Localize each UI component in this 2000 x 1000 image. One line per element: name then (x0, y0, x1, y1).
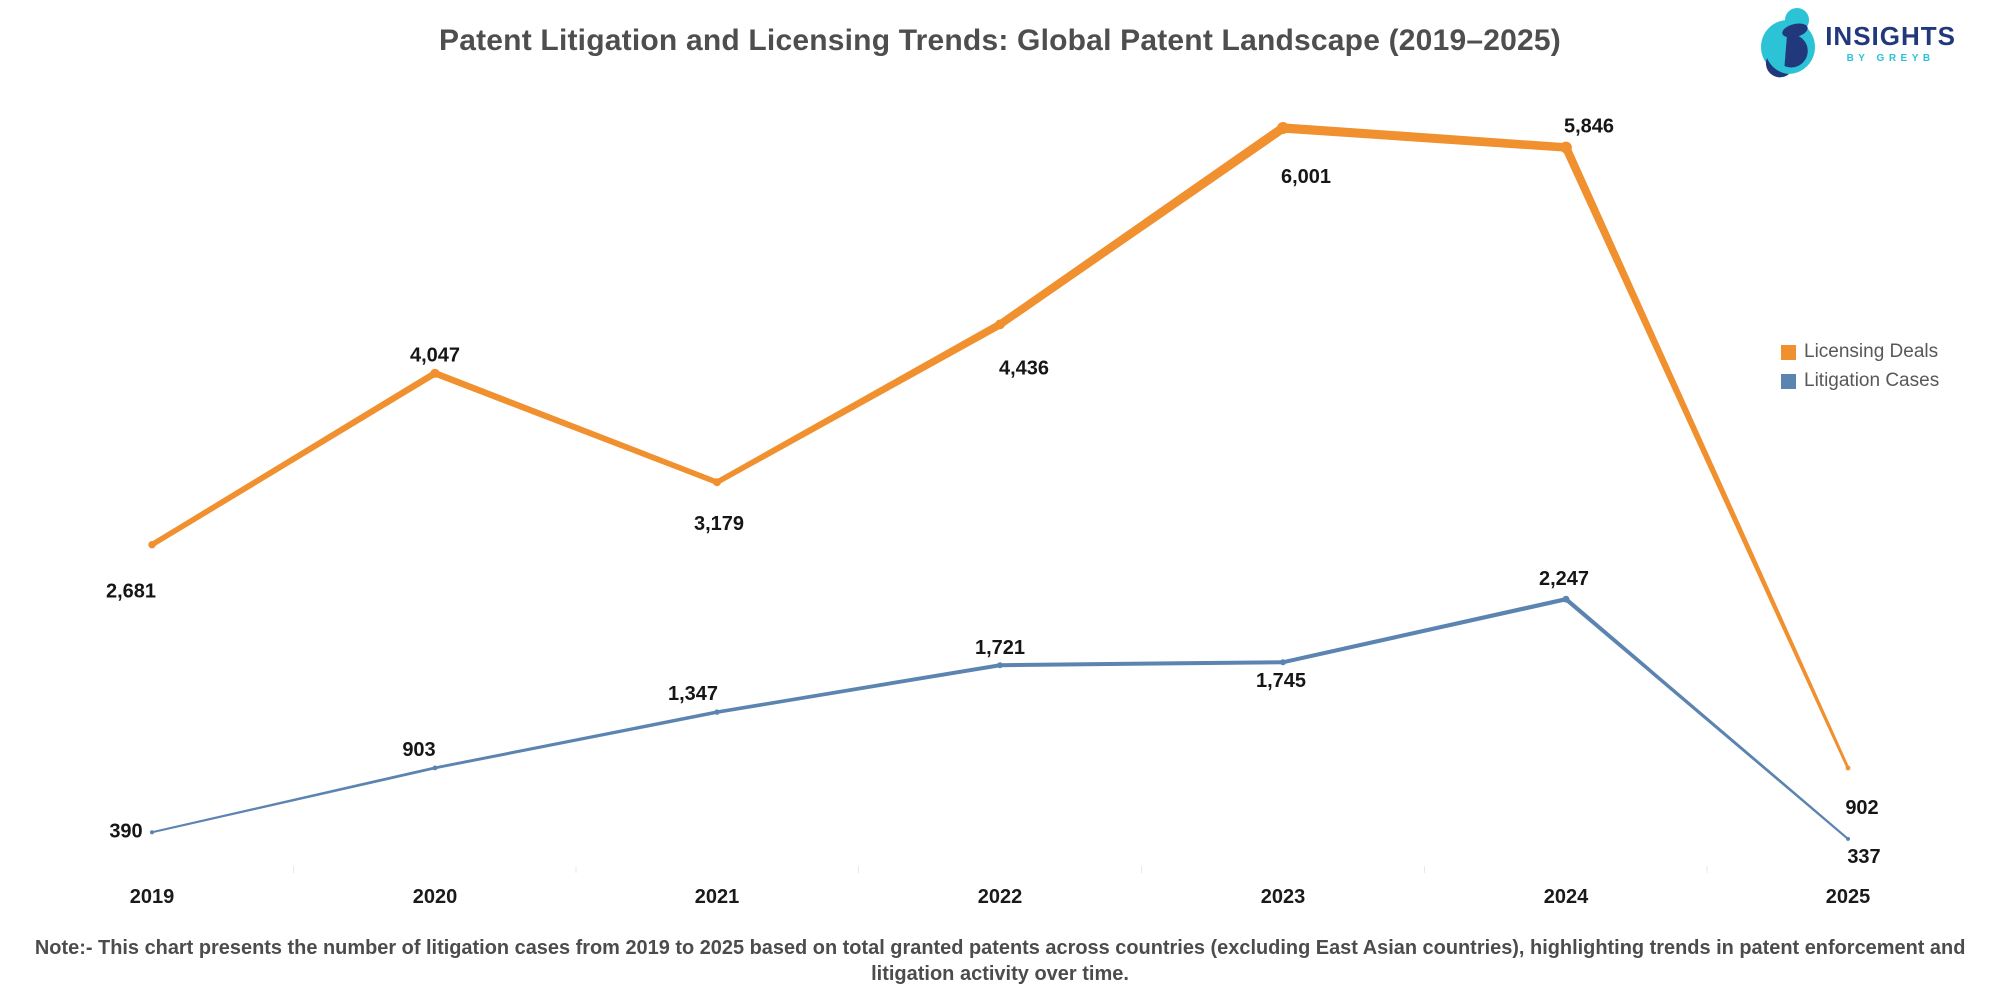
legend-item-litigation-cases[interactable]: Litigation Cases (1781, 370, 1939, 392)
x-axis-label-2019: 2019 (130, 886, 175, 908)
value-label-litigation-cases-2022: 1,721 (975, 637, 1025, 659)
x-axis-label-2022: 2022 (978, 886, 1023, 908)
logo-tagline: BY GREYB (1846, 52, 1935, 64)
insights-logo-icon (1761, 8, 1816, 78)
chart-title-text: Patent Litigation and Licensing Trends: … (439, 24, 1561, 57)
chart-title: Patent Litigation and Licensing Trends: … (0, 24, 2000, 58)
legend-swatch-licensing-deals (1781, 344, 1796, 360)
insights-logo-text: INSIGHTS BY GREYB (1825, 23, 1956, 64)
data-point-litigation-cases-2022[interactable] (997, 662, 1003, 669)
data-point-licensing-deals-2023[interactable] (1277, 122, 1289, 134)
chart-legend: Licensing Deals Litigation Cases (1781, 341, 1939, 392)
footnote-line-2: litigation activity over time. (871, 963, 1129, 985)
value-label-litigation-cases-2025: 337 (1847, 846, 1880, 868)
value-label-licensing-deals-2024: 5,846 (1564, 116, 1614, 138)
data-point-licensing-deals-2021[interactable] (713, 478, 721, 487)
data-point-litigation-cases-2025[interactable] (1846, 836, 1850, 841)
footnote: Note:- This chart presents the number of… (0, 935, 2000, 987)
x-axis-label-2025: 2025 (1826, 886, 1871, 908)
value-label-licensing-deals-2022: 4,436 (999, 357, 1049, 379)
insights-logo: INSIGHTS BY GREYB (1757, 8, 1956, 78)
data-point-licensing-deals-2022[interactable] (995, 319, 1005, 330)
value-label-licensing-deals-2021: 3,179 (694, 513, 744, 535)
legend-item-licensing-deals[interactable]: Licensing Deals (1781, 341, 1939, 363)
licensing-deals-line[interactable] (150, 123, 1850, 769)
x-axis-label-2024: 2024 (1544, 886, 1589, 908)
legend-label-litigation-cases: Litigation Cases (1804, 370, 1940, 391)
value-label-licensing-deals-2025: 902 (1845, 797, 1878, 819)
legend-swatch-litigation-cases (1781, 373, 1796, 389)
data-point-licensing-deals-2025[interactable] (1845, 765, 1851, 771)
footnote-line-1: Note:- This chart presents the number of… (34, 937, 1966, 959)
value-label-licensing-deals-2020: 4,047 (410, 344, 460, 366)
value-label-litigation-cases-2019: 390 (109, 820, 142, 842)
value-label-licensing-deals-2023: 6,001 (1281, 166, 1331, 188)
x-axis-label-2020: 2020 (413, 886, 458, 908)
data-point-litigation-cases-2021[interactable] (714, 709, 720, 715)
value-label-litigation-cases-2023: 1,745 (1256, 670, 1306, 692)
value-label-litigation-cases-2021: 1,347 (668, 683, 718, 705)
data-point-litigation-cases-2023[interactable] (1280, 659, 1286, 666)
x-axis-label-2023: 2023 (1261, 886, 1306, 908)
data-point-licensing-deals-2020[interactable] (430, 368, 440, 378)
data-point-licensing-deals-2019[interactable] (148, 541, 156, 549)
litigation-cases-line[interactable] (151, 596, 1849, 840)
data-point-licensing-deals-2024[interactable] (1560, 141, 1572, 154)
x-axis-label-2021: 2021 (695, 886, 740, 908)
legend-label-licensing-deals: Licensing Deals (1804, 341, 1939, 362)
logo-name: INSIGHTS (1825, 20, 1956, 51)
data-point-litigation-cases-2024[interactable] (1562, 595, 1570, 603)
value-label-licensing-deals-2019: 2,681 (106, 581, 156, 603)
value-label-litigation-cases-2024: 2,247 (1539, 568, 1589, 590)
data-point-litigation-cases-2020[interactable] (432, 765, 438, 771)
value-label-litigation-cases-2020: 903 (402, 739, 435, 761)
data-point-litigation-cases-2019[interactable] (149, 830, 155, 835)
